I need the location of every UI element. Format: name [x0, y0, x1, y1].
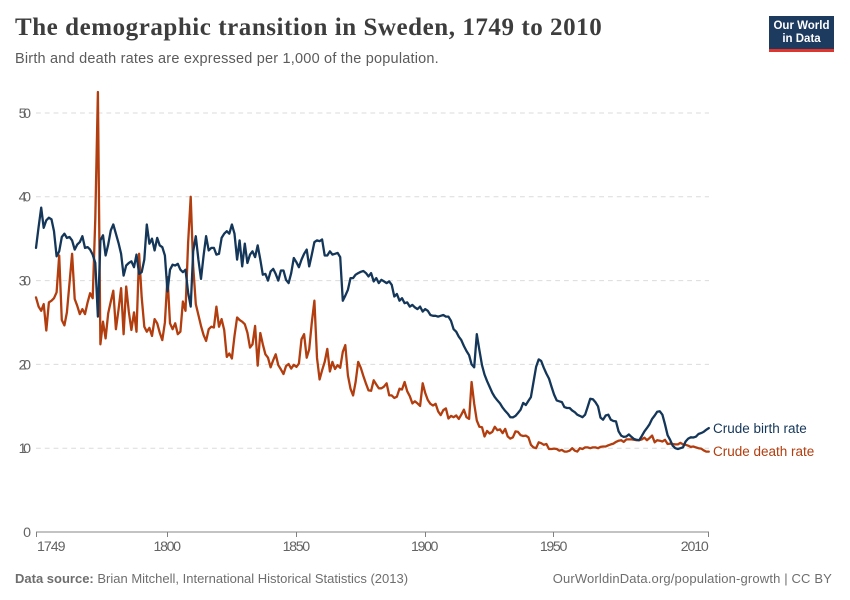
svg-text:30: 30: [19, 274, 32, 290]
svg-text:Crude birth rate: Crude birth rate: [713, 421, 807, 436]
svg-text:10: 10: [19, 441, 32, 457]
svg-text:2010: 2010: [681, 539, 709, 555]
svg-text:1800: 1800: [154, 539, 182, 555]
svg-text:50: 50: [19, 106, 32, 122]
svg-text:1900: 1900: [411, 539, 439, 555]
svg-text:0: 0: [23, 525, 31, 541]
svg-text:1850: 1850: [283, 539, 311, 555]
svg-text:1749: 1749: [37, 539, 66, 555]
svg-text:Crude death rate: Crude death rate: [713, 444, 814, 459]
svg-text:40: 40: [19, 190, 32, 206]
svg-text:20: 20: [19, 357, 32, 373]
svg-text:1950: 1950: [540, 539, 568, 555]
